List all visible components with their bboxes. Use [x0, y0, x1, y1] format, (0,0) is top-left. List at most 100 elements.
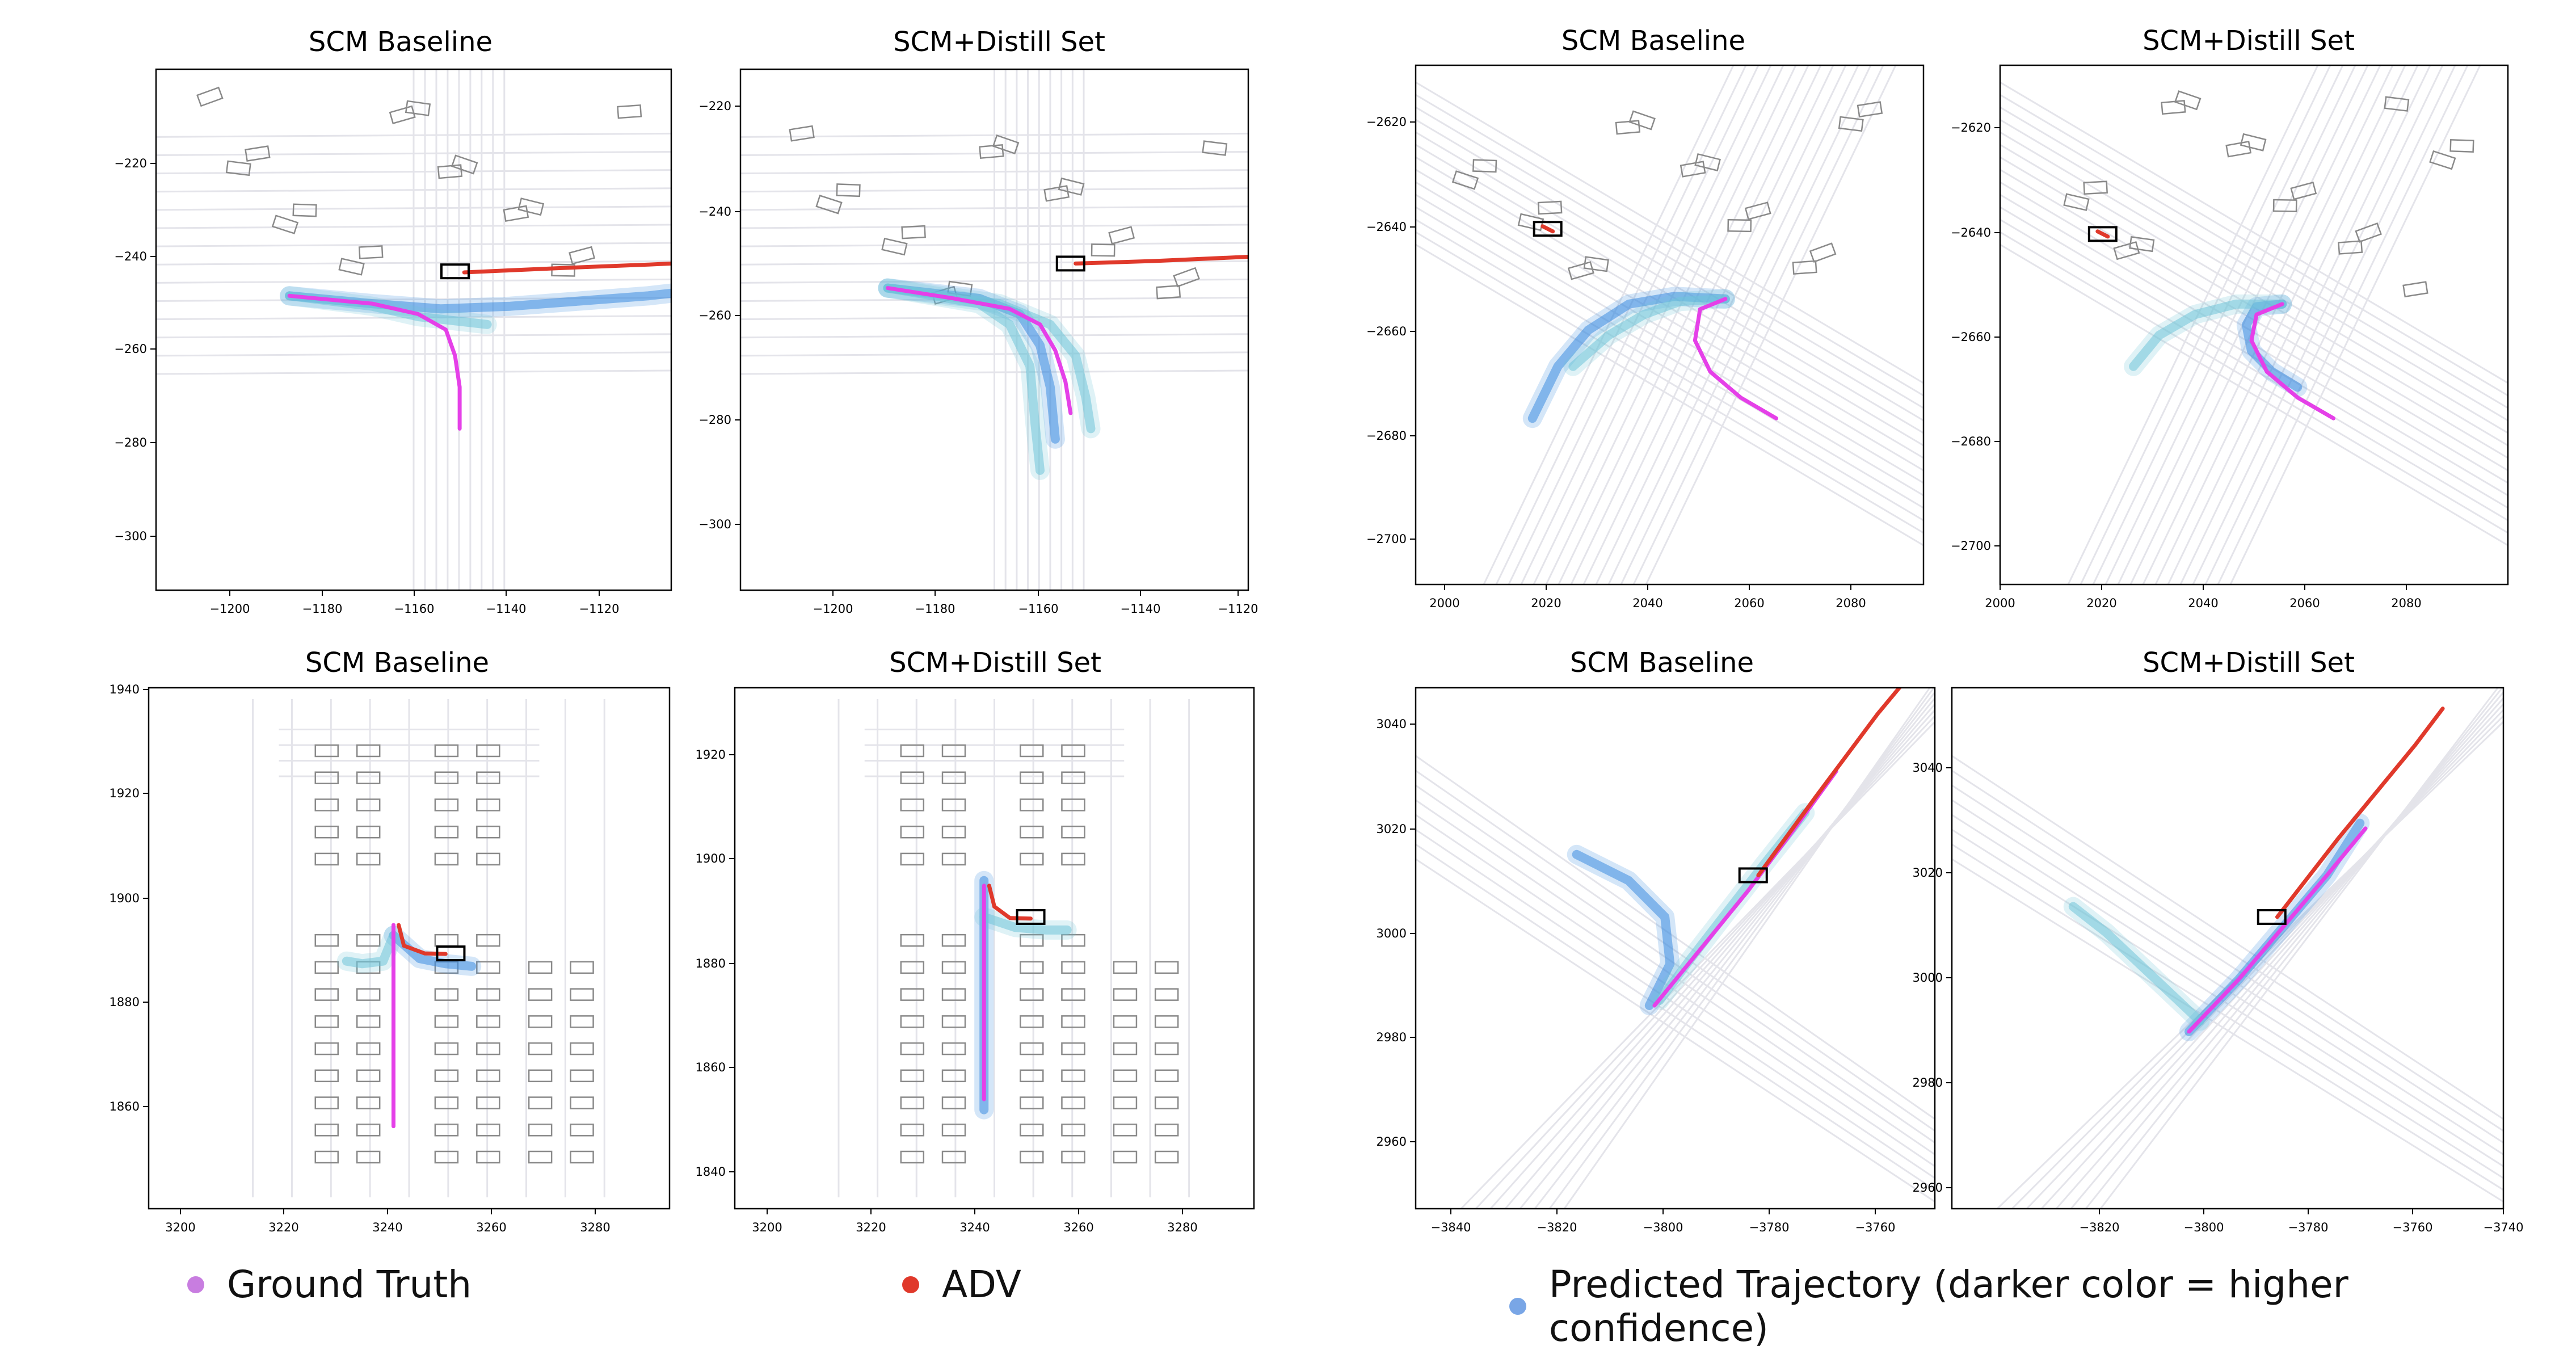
vehicle-box	[881, 237, 908, 256]
plot-area	[1416, 65, 1923, 584]
y-tick-label: −260	[698, 309, 731, 322]
vehicle-box	[1020, 1042, 1044, 1055]
vehicle-box	[434, 825, 459, 839]
road-line	[1952, 784, 2503, 1143]
predicted-trajectory	[2068, 902, 2205, 1026]
road-line	[2092, 65, 2344, 584]
road-line	[2040, 703, 2503, 1209]
road-line	[1620, 65, 1872, 584]
road-line	[1416, 218, 1923, 522]
road-line	[2104, 65, 2356, 584]
y-tick-label: −2640	[1951, 226, 1991, 239]
road-line	[2055, 697, 2503, 1209]
vehicle-box	[1113, 1124, 1138, 1137]
vehicle-box	[1113, 1150, 1138, 1164]
road-line	[1416, 755, 1935, 1120]
road-line	[2000, 131, 2508, 434]
y-tick-label: 3040	[1913, 761, 1943, 775]
y-tick-label: 1900	[696, 852, 726, 865]
vehicle-box	[1020, 1124, 1044, 1137]
vehicle-box	[437, 164, 463, 179]
road-line	[1545, 65, 1797, 584]
vehicle-box	[900, 988, 925, 1001]
adv-vehicle-box	[440, 263, 470, 280]
vehicle-box	[528, 1015, 553, 1028]
adv-line	[987, 884, 1033, 921]
road-line	[2192, 65, 2444, 584]
road-line	[2000, 144, 2508, 447]
vehicle-box	[314, 771, 339, 784]
vehicle-box	[356, 798, 381, 811]
road-line	[1460, 721, 1935, 1209]
y-tick-label: −2660	[1366, 325, 1407, 338]
vehicle-box	[292, 203, 317, 217]
x-tick-label: −3820	[2079, 1221, 2119, 1234]
vehicle-box	[314, 961, 339, 974]
adv-vehicle-box	[1055, 255, 1085, 272]
road-line	[1489, 709, 1935, 1209]
legend-predicted-label: Predicted Trajectory (darker color = hig…	[1548, 1263, 2348, 1350]
vehicle-box	[434, 1069, 459, 1083]
vehicle-box	[570, 988, 594, 1001]
vehicle-box	[356, 744, 381, 758]
vehicle-box	[941, 1150, 966, 1164]
vehicle-box	[900, 933, 925, 947]
vehicle-box	[476, 771, 500, 784]
vehicle-box	[196, 86, 224, 107]
vehicle-box	[451, 154, 478, 175]
vehicle-box	[1154, 1096, 1179, 1109]
vehicle-box	[1020, 988, 1044, 1001]
vehicle-box	[356, 1124, 381, 1137]
chart-panel-4: SCM+Distill Set 2000 2020 2040 2060 2080 −2620…	[1951, 25, 2509, 610]
vehicle-box	[1113, 1069, 1138, 1083]
vehicle-box	[941, 852, 966, 866]
road-line	[1952, 858, 2503, 1202]
road-line	[1582, 65, 1834, 584]
axes-frame	[1415, 687, 1936, 1210]
vehicle-box	[314, 1096, 339, 1109]
y-tick-label: −300	[698, 518, 731, 531]
axes-frame	[1999, 64, 2509, 586]
x-tick-label: 3280	[580, 1221, 610, 1234]
road-line	[1416, 784, 1935, 1143]
y-tick-label: 1860	[110, 1100, 140, 1113]
road-line	[1416, 828, 1935, 1179]
vehicle-box	[1061, 798, 1085, 811]
vehicle-box	[476, 988, 500, 1001]
x-tick-label: −1180	[302, 602, 342, 616]
y-tick-label: 2960	[1377, 1135, 1407, 1149]
vehicle-box	[900, 1069, 925, 1083]
vehicle-box	[570, 1150, 594, 1164]
vehicle-box	[900, 1124, 925, 1137]
plot-area	[156, 69, 671, 590]
y-tick-label: 2960	[1913, 1181, 1943, 1195]
vehicle-box	[476, 798, 500, 811]
adv-line	[1540, 224, 1555, 234]
y-tick-label: 1940	[110, 683, 140, 696]
adv-line	[1756, 688, 1902, 877]
y-tick-label: 3020	[1913, 866, 1943, 880]
x-tick-label: −3820	[1537, 1221, 1577, 1234]
vehicle-box	[476, 1096, 500, 1109]
x-tick-label: 2080	[1836, 596, 1866, 610]
vehicle-box	[2174, 90, 2202, 111]
vehicle-box	[941, 933, 966, 947]
road-line	[2167, 65, 2419, 584]
plot-area	[837, 699, 1190, 1197]
vehicle-box	[570, 1124, 594, 1137]
road-line	[1558, 65, 1809, 584]
adv-line	[1074, 255, 1248, 266]
x-tick-label: 2040	[2188, 596, 2218, 610]
vehicle-box	[2272, 199, 2297, 212]
vehicle-box	[979, 144, 1004, 159]
vehicle-box	[225, 160, 251, 176]
y-tick-label: −2620	[1951, 121, 1991, 134]
vehicle-box	[476, 825, 500, 839]
vehicle-box	[1156, 285, 1181, 300]
vehicle-box	[1020, 1150, 1044, 1164]
vehicle-box	[941, 798, 966, 811]
road-line	[2000, 106, 2508, 409]
road-line	[2000, 119, 2508, 422]
chart-title: SCM Baseline	[309, 26, 493, 58]
vehicle-box	[1202, 140, 1228, 156]
